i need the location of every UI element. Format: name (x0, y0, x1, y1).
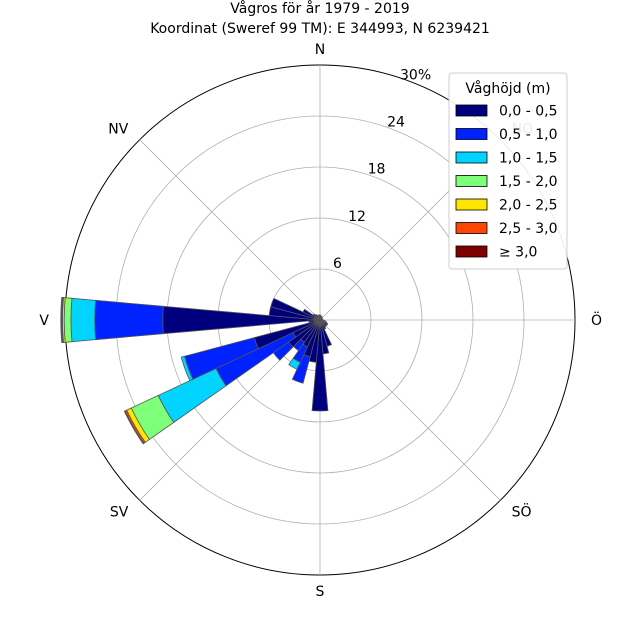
legend-swatch (455, 151, 488, 164)
direction-label-225: SV (110, 505, 129, 521)
legend-title: Våghöjd (m) (465, 80, 550, 97)
bar-sectors (60, 296, 333, 445)
legend-swatch (455, 198, 488, 211)
direction-label-180: S (316, 584, 325, 600)
bar-segment-240-6 (123, 410, 145, 445)
legend-label: 0,5 - 1,0 (499, 127, 557, 143)
legend-label: 1,0 - 1,5 (499, 151, 557, 167)
bar-segment-250-2 (180, 355, 194, 382)
bar-segment-270-6 (60, 296, 64, 344)
bar-segment-270-2 (70, 297, 97, 343)
legend-label: 1,5 - 2,0 (499, 174, 557, 190)
bar-segment-200-1 (291, 354, 311, 384)
chart-subtitle: Koordinat (Sweref 99 TM): E 344993, N 62… (150, 21, 490, 37)
legend-swatch (455, 245, 488, 258)
legend-swatch (455, 128, 488, 140)
ring-tick-label: 24 (387, 115, 405, 131)
direction-label-315: NV (108, 121, 128, 137)
ring-tick-label: 18 (368, 162, 386, 178)
bar-segment-350-0 (318, 314, 321, 321)
bar-segment-270-3 (63, 297, 73, 343)
ring-tick-labels: 6 12 18 24 30% (333, 67, 431, 271)
ring-tick-label: 30% (400, 67, 431, 83)
bar-segment-270-1 (94, 299, 164, 341)
grid-spoke (139, 139, 321, 321)
direction-label-90: Ö (591, 311, 602, 329)
bar-segment-180-0 (311, 319, 329, 412)
legend-swatch (455, 175, 488, 187)
legend-swatch (455, 222, 488, 234)
bar-segment-210-2 (288, 357, 301, 370)
direction-label-0: N (315, 42, 325, 58)
legend-label: 2,5 - 3,0 (499, 221, 557, 237)
legend-entries: 0,0 - 0,5 0,5 - 1,0 1,0 - 1,5 1,5 - 2,0 2,0 … (455, 104, 557, 261)
legend-swatch (455, 104, 488, 117)
grid-spoke (319, 319, 501, 501)
legend-label: ≥ 3,0 (499, 245, 537, 261)
legend-label: 0,0 - 0,5 (499, 104, 557, 120)
legend: Våghöjd (m) 0,0 - 0,5 0,5 - 1,0 1,0 - 1,5 1… (448, 72, 568, 270)
ring-tick-label: 6 (333, 256, 342, 272)
chart-title: Vågros för år 1979 - 2019 (230, 0, 409, 17)
ring-tick-label: 12 (348, 209, 366, 225)
direction-label-135: SÖ (512, 503, 532, 521)
legend-frame (448, 72, 568, 270)
direction-label-270: V (39, 313, 49, 329)
legend-label: 2,0 - 2,5 (499, 198, 557, 214)
